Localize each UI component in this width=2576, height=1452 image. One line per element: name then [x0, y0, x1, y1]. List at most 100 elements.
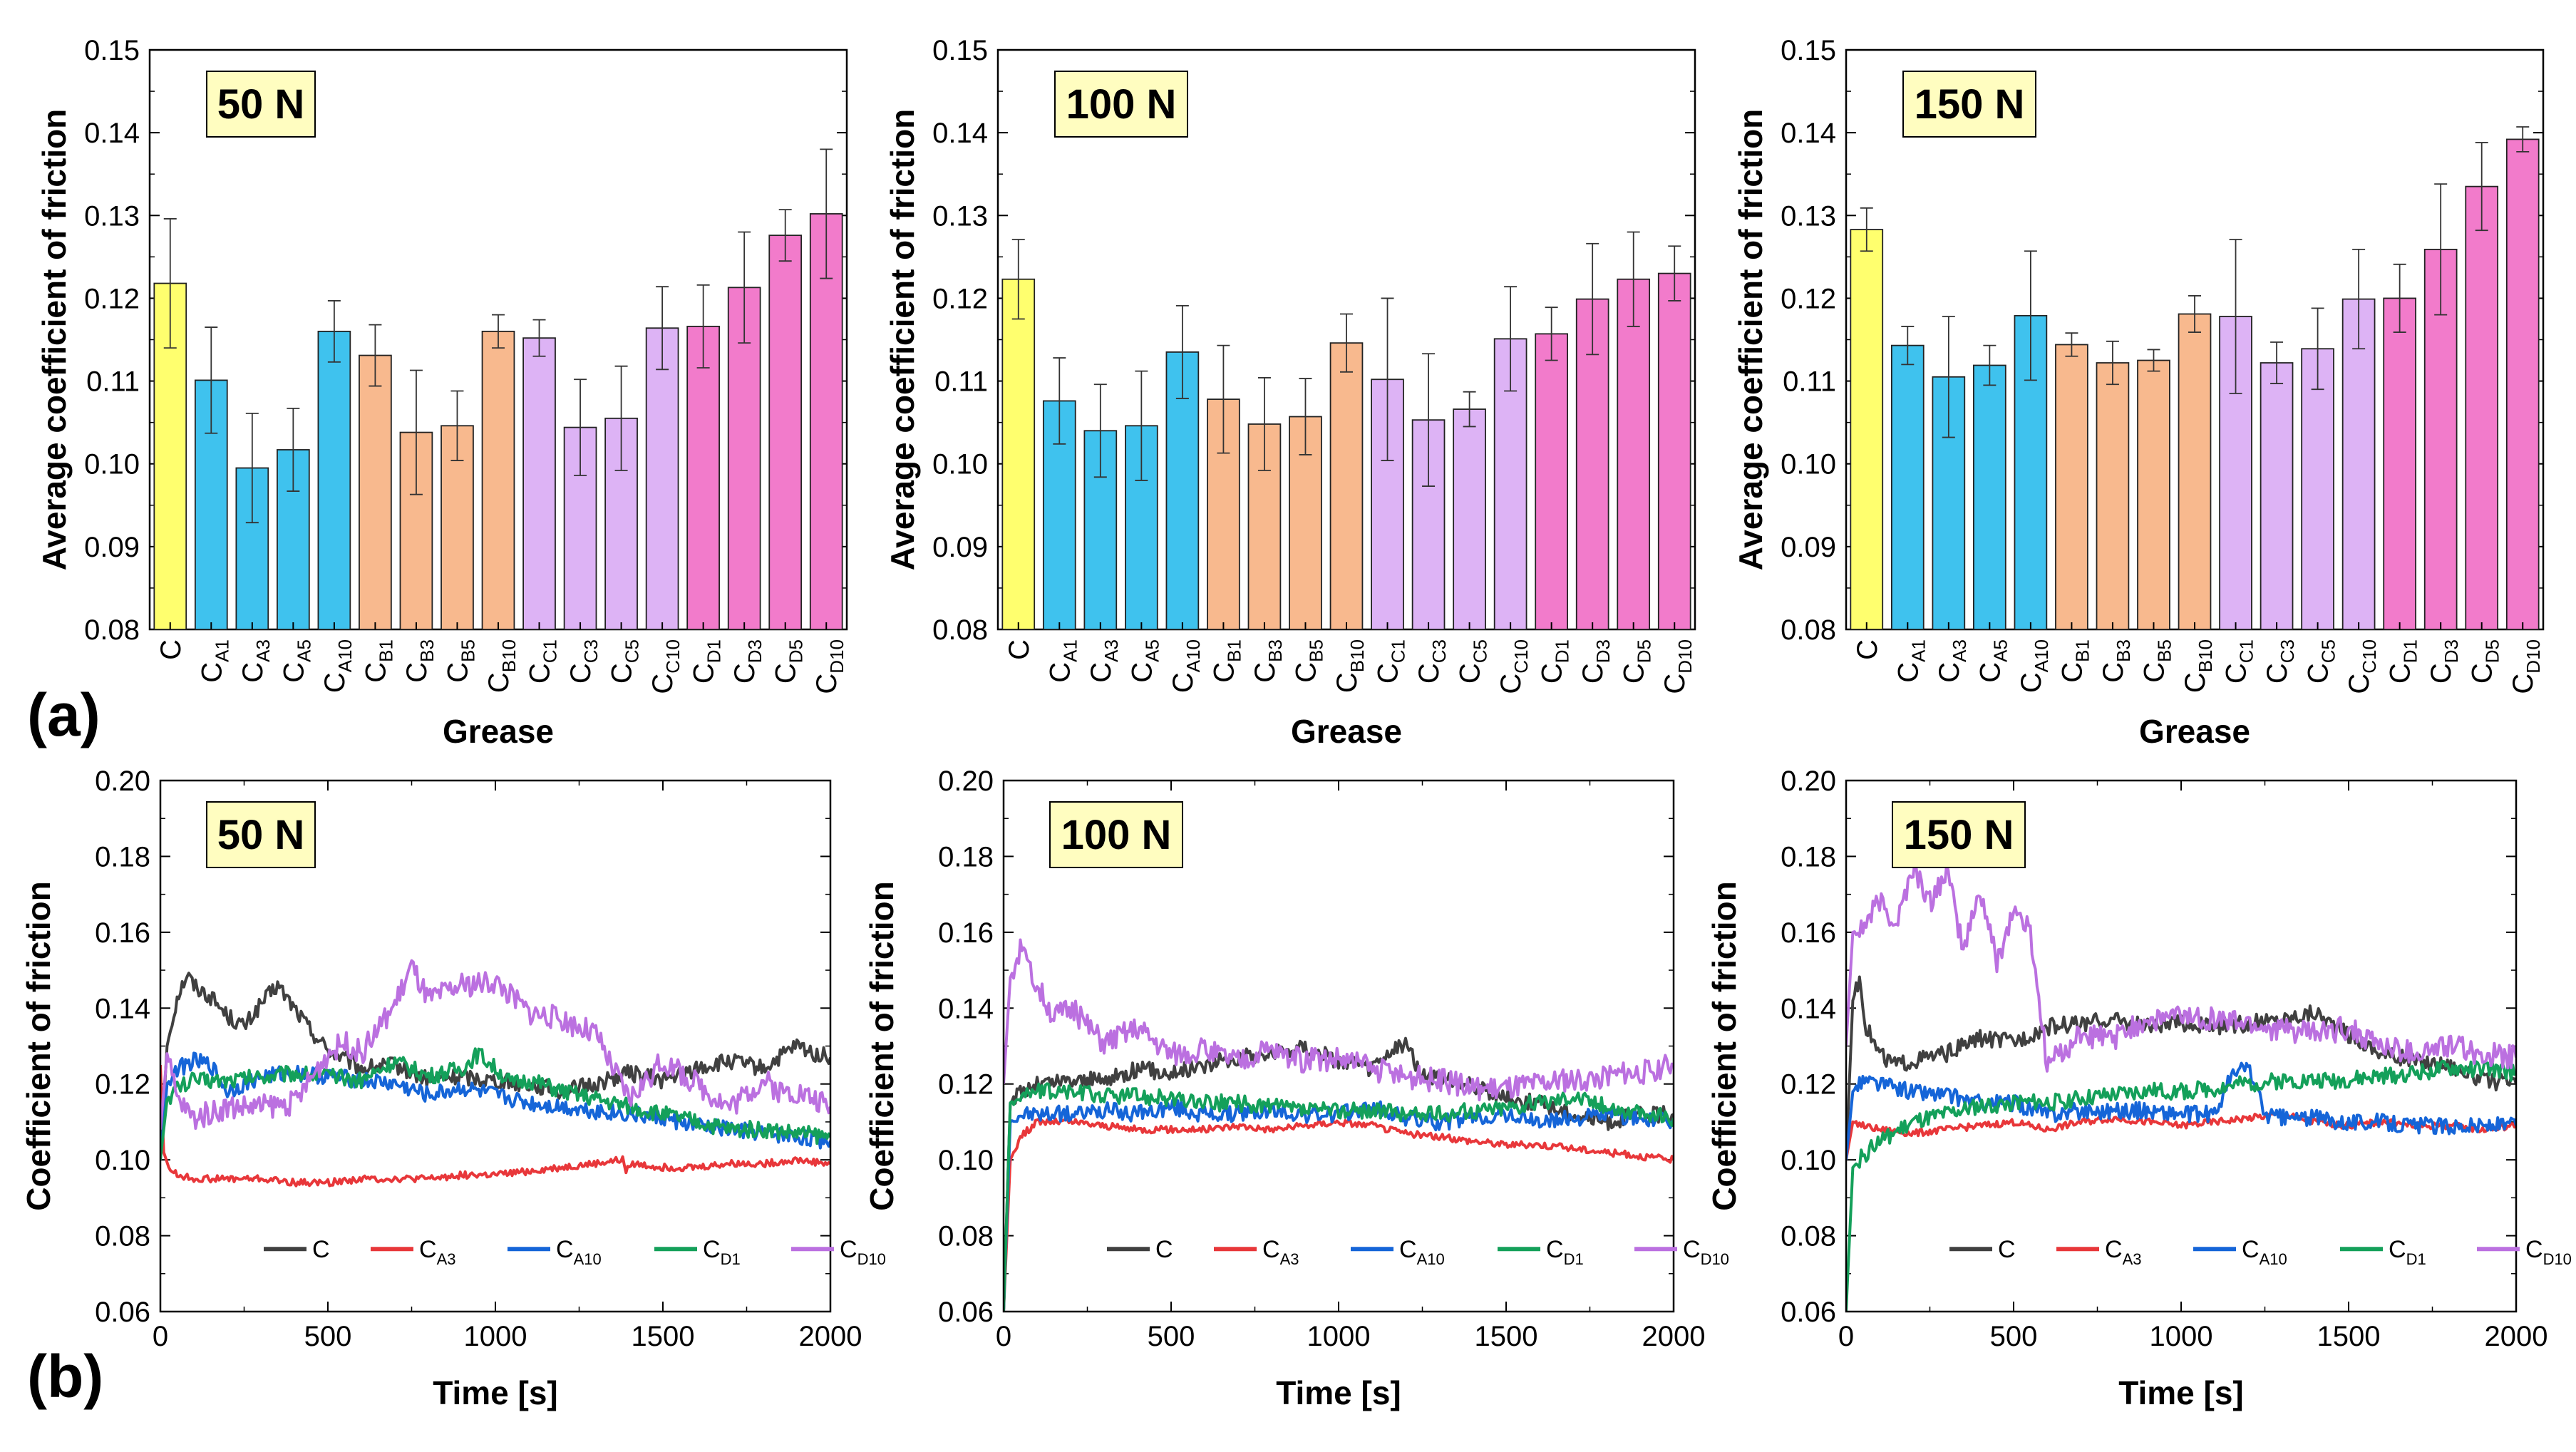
series-line-CA10: [1846, 1061, 2516, 1160]
x-category-label: CB10: [483, 639, 520, 693]
y-tick-label: 0.12: [932, 283, 988, 314]
x-category-label: CB10: [2180, 639, 2216, 693]
x-category-label: CA1: [1044, 639, 1081, 683]
panel-label-a: (a): [27, 681, 101, 748]
plot-frame: [159, 779, 832, 1313]
y-tick-label: 0.09: [1781, 532, 1836, 563]
bar-C: [1001, 278, 1036, 630]
y-tick-label: 0.08: [1781, 614, 1836, 646]
x-category-label: CB10: [1331, 639, 1368, 693]
y-tick-label: 0.14: [84, 118, 140, 149]
x-tick-label: 1500: [1475, 1321, 1538, 1352]
x-axis-title: Time [s]: [1276, 1374, 1401, 1411]
plot-frame: [1002, 779, 1675, 1313]
x-category-label: CC3: [565, 639, 602, 684]
y-tick-label: 0.10: [1781, 1145, 1836, 1176]
legend-label: C: [1155, 1236, 1173, 1263]
y-axis-title: Coefficient of friction: [1706, 881, 1743, 1211]
x-category-label: CA10: [2016, 639, 2052, 693]
x-category-label: CA1: [1892, 639, 1929, 683]
legend-label: CD10: [840, 1236, 886, 1268]
y-tick-label: 0.18: [938, 841, 994, 872]
legend-label: CA10: [2242, 1236, 2287, 1268]
x-tick-label: 1500: [2317, 1321, 2381, 1352]
x-category-label: CD1: [689, 639, 725, 684]
bar-CD5: [2465, 185, 2499, 630]
x-category-label: CB3: [2098, 639, 2134, 683]
y-axis-title: Average coefficient of friction: [884, 109, 921, 571]
bar-CC5: [1453, 408, 1486, 630]
y-tick-label: 0.14: [932, 118, 988, 149]
x-category-label: CD10: [2508, 639, 2544, 694]
series-line-CD10: [1004, 938, 1674, 1101]
x-category-label: CB5: [1290, 639, 1326, 683]
y-tick-label: 0.11: [1783, 366, 1836, 398]
bar-CB10: [1329, 342, 1364, 630]
y-tick-label: 0.11: [934, 366, 988, 398]
x-tick-label: 0: [1838, 1321, 1854, 1352]
x-tick-label: 500: [1148, 1321, 1195, 1352]
x-category-label: CC1: [2221, 639, 2257, 684]
x-category-label: CD5: [771, 639, 807, 684]
y-tick-label: 0.10: [95, 1145, 150, 1176]
y-tick-label: 0.13: [1781, 200, 1836, 232]
bar-CA5: [1973, 364, 2006, 630]
legend-label: CD10: [2525, 1236, 2572, 1268]
series-line-CD1: [1004, 1082, 1674, 1312]
x-category-label: CD10: [1659, 639, 1696, 694]
x-category-label: CD5: [2467, 639, 2503, 684]
x-category-label: CA1: [196, 639, 232, 683]
y-tick-label: 0.06: [95, 1297, 150, 1328]
y-tick-label: 0.12: [95, 1069, 150, 1101]
bar-CC10: [645, 327, 679, 630]
y-tick-label: 0.16: [95, 917, 150, 949]
bar-CA1: [1890, 344, 1925, 630]
bar-CB5: [2137, 359, 2170, 630]
y-tick-label: 0.18: [1781, 841, 1836, 872]
load-badge-box: [1054, 71, 1188, 138]
y-tick-label: 0.16: [938, 917, 994, 949]
x-category-label: CD3: [1577, 639, 1614, 684]
x-category-label: CC1: [525, 639, 561, 684]
bar-chart-3: 0.080.090.100.110.120.130.140.15CCA1CA3C…: [1732, 35, 2545, 750]
x-tick-label: 2000: [2485, 1321, 2548, 1352]
x-axis-title: Grease: [2139, 713, 2250, 750]
x-axis-title: Grease: [1291, 713, 1402, 750]
legend-label: CD1: [2389, 1236, 2426, 1268]
series-line-C: [1846, 975, 2516, 1160]
x-tick-label: 0: [996, 1321, 1011, 1352]
bar-CD10: [1657, 272, 1691, 630]
x-category-label: CB1: [1208, 639, 1245, 683]
x-category-label: CC5: [2303, 639, 2339, 684]
bar-CD5: [1617, 278, 1651, 630]
bar-CC5: [2301, 348, 2334, 630]
bar-CC3: [2260, 362, 2294, 630]
bar-CB1: [2055, 344, 2088, 630]
x-category-label: CD10: [811, 639, 847, 694]
bar-chart-2: 0.080.090.100.110.120.130.140.15CCA1CA3C…: [884, 35, 1696, 750]
x-category-label: CA3: [1086, 639, 1122, 683]
series-line-C: [160, 972, 830, 1160]
series-line-CD1: [160, 1047, 830, 1160]
x-category-label: C: [1004, 639, 1035, 660]
x-tick-label: 2000: [799, 1321, 862, 1352]
x-category-label: CD3: [2426, 639, 2462, 684]
load-badge-box: [206, 801, 316, 868]
load-badge-text: 150 N: [1915, 81, 2025, 128]
y-tick-label: 0.12: [1781, 283, 1836, 314]
x-category-label: CA10: [319, 639, 356, 693]
y-tick-label: 0.10: [1781, 449, 1836, 480]
x-category-label: CA5: [278, 639, 314, 683]
x-tick-label: 1000: [1307, 1321, 1371, 1352]
bar-C: [1850, 229, 1884, 630]
bar-CB3: [2096, 362, 2130, 630]
x-category-label: CD1: [1537, 639, 1573, 684]
x-tick-label: 1500: [632, 1321, 695, 1352]
bar-CD5: [768, 235, 803, 630]
legend-label: CD1: [703, 1236, 741, 1268]
legend-label: C: [312, 1236, 330, 1263]
legend-label: CD1: [1546, 1236, 1584, 1268]
x-category-label: CD3: [729, 639, 766, 684]
y-tick-label: 0.08: [95, 1221, 150, 1252]
